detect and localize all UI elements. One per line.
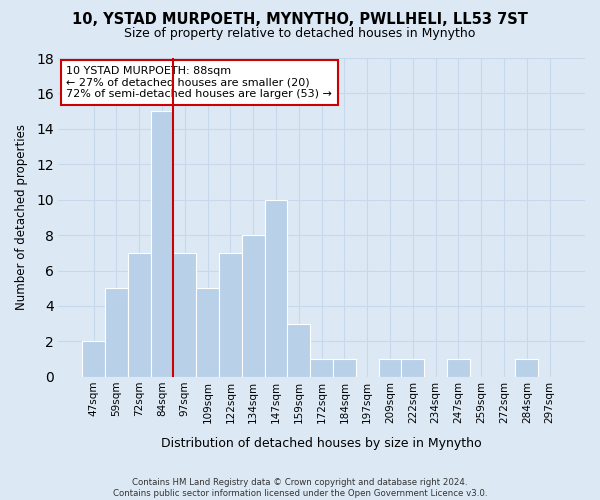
Bar bbox=[401, 359, 424, 377]
Bar bbox=[128, 253, 151, 377]
Bar bbox=[173, 253, 196, 377]
Bar bbox=[105, 288, 128, 377]
Bar bbox=[379, 359, 401, 377]
Bar bbox=[515, 359, 538, 377]
X-axis label: Distribution of detached houses by size in Mynytho: Distribution of detached houses by size … bbox=[161, 437, 482, 450]
Bar bbox=[265, 200, 287, 377]
Text: 10 YSTAD MURPOETH: 88sqm
← 27% of detached houses are smaller (20)
72% of semi-d: 10 YSTAD MURPOETH: 88sqm ← 27% of detach… bbox=[66, 66, 332, 99]
Bar bbox=[447, 359, 470, 377]
Bar bbox=[242, 235, 265, 377]
Bar bbox=[196, 288, 219, 377]
Text: Contains HM Land Registry data © Crown copyright and database right 2024.
Contai: Contains HM Land Registry data © Crown c… bbox=[113, 478, 487, 498]
Bar bbox=[151, 111, 173, 377]
Bar bbox=[333, 359, 356, 377]
Bar bbox=[219, 253, 242, 377]
Y-axis label: Number of detached properties: Number of detached properties bbox=[15, 124, 28, 310]
Bar bbox=[287, 324, 310, 377]
Text: 10, YSTAD MURPOETH, MYNYTHO, PWLLHELI, LL53 7ST: 10, YSTAD MURPOETH, MYNYTHO, PWLLHELI, L… bbox=[72, 12, 528, 28]
Text: Size of property relative to detached houses in Mynytho: Size of property relative to detached ho… bbox=[124, 28, 476, 40]
Bar bbox=[310, 359, 333, 377]
Bar bbox=[82, 342, 105, 377]
